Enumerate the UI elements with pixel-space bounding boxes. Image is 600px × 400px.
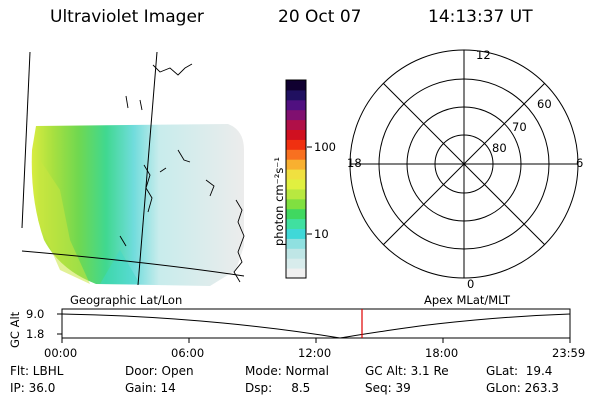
date-display: 20 Oct 07: [278, 7, 362, 27]
polar-label-lat70: 70: [512, 120, 527, 134]
altitude-xtick-1: 06:00: [171, 346, 205, 360]
altitude-ytick-high: 9.0: [26, 307, 45, 321]
polar-grid: [349, 49, 579, 279]
colorbar-segment: [286, 169, 306, 180]
colorbar-segment: [286, 198, 306, 210]
altitude-xtick-4: 23:59: [552, 346, 586, 360]
colorbar-border: [285, 79, 307, 279]
app-title: Ultraviolet Imager: [50, 7, 204, 27]
colorbar-tick-10: 10: [314, 227, 329, 241]
colorbar-segment: [286, 109, 306, 121]
colorbar-segment: [286, 248, 306, 259]
colorbar-segment: [286, 99, 306, 111]
colorbar-segment: [286, 179, 306, 190]
colorbar-segment: [286, 129, 306, 140]
altitude-xtick-3: 18:00: [425, 346, 459, 360]
polar-label-12: 12: [476, 48, 491, 62]
altitude-xtick-0: 00:00: [44, 346, 78, 360]
geographic-grid: [21, 51, 245, 286]
coastline-outlines: [119, 63, 245, 283]
colorbar-segment: [286, 139, 306, 150]
info-ip: IP: 36.0: [10, 381, 56, 395]
colorbar-segment: [286, 89, 306, 101]
colorbar-segment: [286, 218, 306, 229]
info-glat: GLat: 19.4: [486, 364, 553, 378]
colorbar-segment: [286, 258, 306, 269]
geographic-image: [31, 124, 244, 286]
altitude-ytick-low: 1.8: [26, 327, 45, 341]
time-display: 14:13:37 UT: [428, 7, 533, 27]
geographic-panel-label: Geographic Lat/Lon: [70, 293, 183, 307]
polar-label-0: 0: [467, 277, 475, 291]
info-gain: Gain: 14: [125, 381, 176, 395]
colorbar: [285, 79, 307, 279]
colorbar-segment: [286, 188, 306, 200]
colorbar-segment: [286, 268, 306, 279]
apex-panel-label: Apex MLat/MLT: [424, 293, 511, 307]
colorbar-segment: [286, 119, 306, 130]
colorbar-segment: [286, 149, 306, 160]
colorbar-segment: [286, 238, 306, 249]
polar-label-lat60: 60: [537, 97, 552, 111]
info-gc-alt: GC Alt: 3.1 Re: [365, 364, 449, 378]
polar-label-6: 6: [576, 156, 584, 170]
altitude-ylabel: GC Alt: [8, 311, 22, 348]
colorbar-segment: [286, 208, 306, 220]
colorbar-tick-100: 100: [314, 140, 336, 154]
info-glon: GLon: 263.3: [486, 381, 559, 395]
altitude-xtick-2: 12:00: [298, 346, 332, 360]
colorbar-segment: [286, 159, 306, 170]
info-door: Door: Open: [125, 364, 194, 378]
colorbar-segment: [286, 80, 306, 91]
info-seq: Seq: 39: [365, 381, 411, 395]
polar-label-lat80: 80: [492, 141, 507, 155]
info-dsp: Dsp: 8.5: [245, 381, 311, 395]
altitude-curve: [61, 313, 571, 339]
colorbar-segment: [286, 228, 306, 239]
altitude-plot: [57, 308, 571, 343]
colorbar-unit-label: photon cm⁻²s⁻¹: [272, 157, 286, 246]
info-mode: Mode: Normal: [245, 364, 329, 378]
polar-label-18: 18: [347, 156, 362, 170]
info-flt: Flt: LBHL: [10, 364, 64, 378]
